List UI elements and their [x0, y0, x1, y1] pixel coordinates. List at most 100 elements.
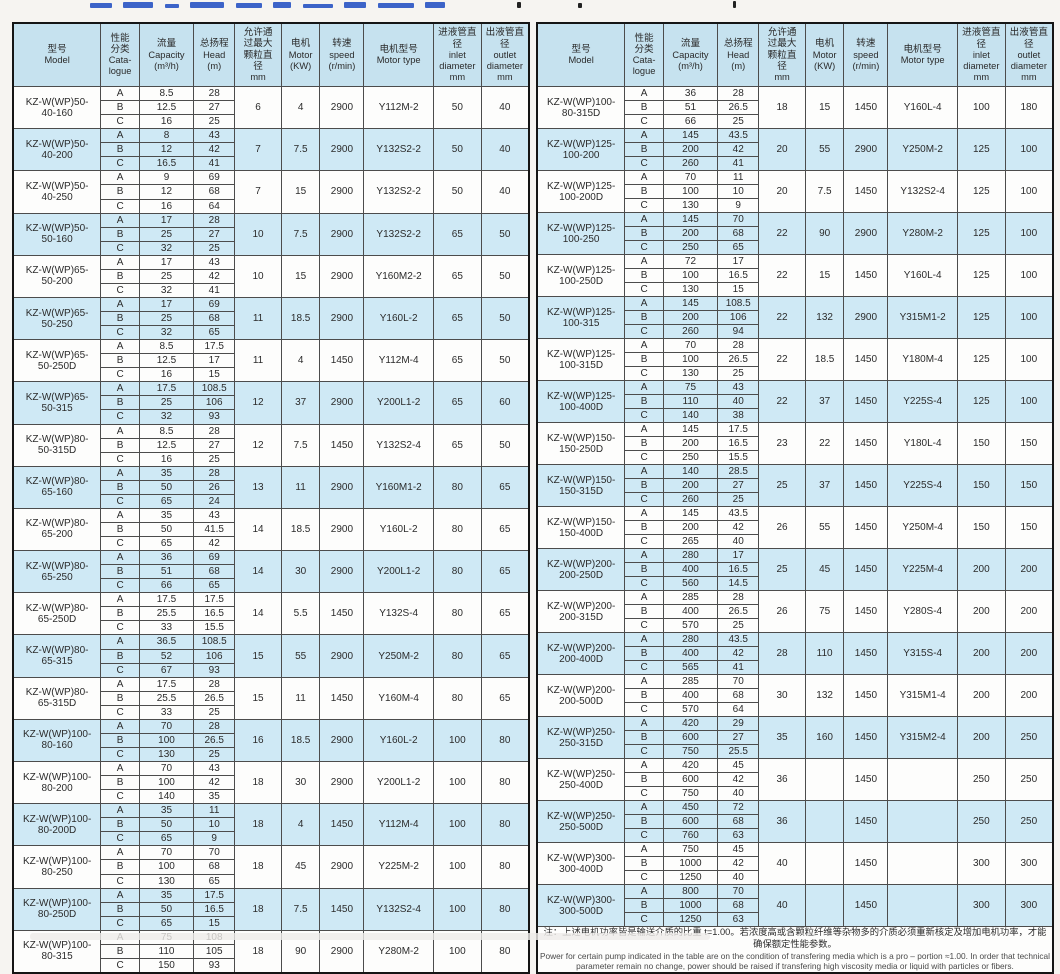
table-cell: A: [624, 254, 664, 269]
table-cell: 75: [804, 590, 845, 633]
spec-row: B 50 10: [13, 817, 529, 833]
table-cell: 26.5: [193, 690, 236, 706]
table-cell: 5.5: [280, 592, 321, 636]
table-cell: 11: [717, 170, 760, 185]
table-cell: 43: [193, 128, 236, 144]
table-cell: 260: [662, 324, 719, 339]
table-cell: 570: [662, 702, 719, 717]
column-header: 型号 Model: [536, 22, 626, 87]
table-cell: 80: [432, 634, 482, 678]
table-cell: 1450: [843, 842, 889, 885]
table-cell: C: [624, 408, 664, 423]
table-cell: 7.5: [280, 128, 321, 172]
table-cell: 24: [193, 493, 236, 509]
model-cell: KZ-W(WP)80- 65-315: [12, 634, 102, 678]
table-cell: 100: [1004, 296, 1054, 339]
table-cell: 150: [956, 506, 1006, 549]
spec-row: B 100 42: [13, 775, 529, 791]
table-cell: 1450: [843, 758, 889, 801]
table-cell: A: [624, 506, 664, 521]
spec-row: KZ-W(WP)100- 80-250 A 70 70 18 45 2900 Y225M-2 1…: [12, 845, 530, 889]
table-cell: [887, 884, 958, 927]
table-cell: C: [624, 534, 664, 549]
table-cell: 36: [662, 86, 719, 101]
table-cell: C: [624, 576, 664, 591]
table-cell: 100: [1004, 254, 1054, 297]
table-cell: 28: [193, 465, 236, 481]
table-cell: 15: [804, 86, 845, 129]
table-cell: 2900: [319, 634, 365, 678]
table-cell: A: [100, 212, 140, 228]
table-cell: 8: [138, 128, 195, 144]
table-cell: 200: [1004, 548, 1054, 591]
table-cell: B: [100, 226, 140, 242]
table-cell: 36: [758, 758, 806, 801]
table-cell: 12.5: [138, 100, 195, 116]
table-cell: 16: [138, 367, 195, 383]
table-cell: 65: [193, 325, 236, 341]
table-cell: 18: [758, 86, 806, 129]
table-cell: B: [624, 394, 664, 409]
table-cell: 40: [717, 534, 760, 549]
table-cell: 200: [1004, 632, 1054, 675]
spec-row: B 400 16.5: [537, 562, 1053, 577]
table-cell: 106: [193, 648, 236, 664]
spec-row: B 100 26.5: [13, 732, 529, 748]
table-cell: A: [100, 381, 140, 397]
table-cell: 43.5: [717, 506, 760, 521]
table-cell: 40: [758, 842, 806, 885]
table-cell: 22: [758, 254, 806, 297]
column-header: 电机 Motor (KW): [280, 22, 321, 87]
spec-row: C 32 25: [13, 240, 529, 256]
table-cell: 1450: [319, 676, 365, 720]
table-cell: B: [100, 859, 140, 875]
table-cell: B: [624, 226, 664, 241]
table-cell: 100: [432, 760, 482, 805]
table-cell: 2900: [319, 550, 365, 594]
table-cell: 110: [804, 632, 845, 675]
table-cell: Y132S2-4: [363, 887, 434, 931]
table-cell: 100: [1004, 128, 1054, 171]
spec-row: C 33 25: [13, 704, 529, 720]
model-cell: KZ-W(WP)150- 150-250D: [536, 422, 626, 465]
table-cell: 250: [1004, 800, 1054, 843]
table-cell: B: [624, 142, 664, 157]
table-cell: A: [100, 845, 140, 861]
table-cell: B: [624, 688, 664, 703]
table-cell: 1450: [843, 632, 889, 675]
table-cell: 250: [662, 240, 719, 255]
column-header: 电机 Motor (KW): [804, 22, 845, 87]
table-cell: 600: [662, 730, 719, 745]
table-cell: 125: [956, 380, 1006, 423]
table-cell: 145: [662, 212, 719, 227]
table-cell: A: [100, 887, 140, 903]
table-cell: 12.5: [138, 437, 195, 453]
table-cell: 17: [717, 548, 760, 563]
table-cell: A: [100, 592, 140, 608]
table-cell: 18: [234, 760, 282, 805]
table-cell: 65: [480, 507, 530, 552]
table-cell: 26.5: [193, 732, 236, 748]
spec-row: KZ-W(WP)125- 100-250 A 145 70 22 90 2900 Y280M-…: [536, 212, 1054, 255]
table-cell: 250: [1004, 758, 1054, 801]
spec-row: C 260 41: [537, 156, 1053, 171]
table-cell: 18: [234, 845, 282, 889]
spec-row: C 260 25: [537, 492, 1053, 507]
table-cell: 2900: [319, 85, 365, 130]
table-cell: 28: [193, 718, 236, 734]
table-cell: 14: [234, 592, 282, 636]
model-cell: KZ-W(WP)65- 50-200: [12, 254, 102, 298]
pump-spec-sheet: 型号 Model 性能 分类 Cata- logue 流量 Capacity (m³/h) 总…: [12, 1, 1054, 974]
table-cell: A: [624, 338, 664, 353]
table-cell: 72: [662, 254, 719, 269]
table-cell: B: [100, 901, 140, 917]
table-cell: 420: [662, 758, 719, 773]
table-cell: 65: [432, 381, 482, 425]
model-cell: KZ-W(WP)300- 300-500D: [536, 884, 626, 927]
table-cell: 42: [193, 268, 236, 284]
table-cell: 65: [432, 254, 482, 298]
table-cell: 100: [138, 732, 195, 748]
table-cell: 108.5: [193, 634, 236, 650]
table-cell: 100: [138, 859, 195, 875]
table-cell: 65: [432, 212, 482, 256]
